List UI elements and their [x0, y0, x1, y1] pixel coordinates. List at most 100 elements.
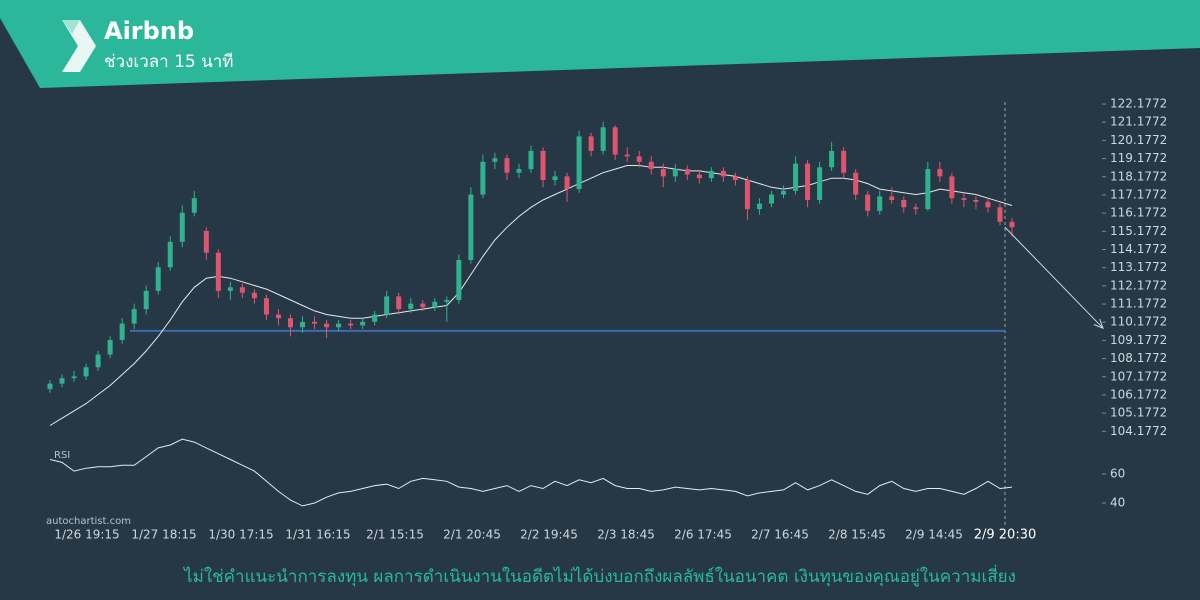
y-tick-label: 114.1772	[1110, 242, 1167, 256]
candle-body	[312, 321, 318, 324]
candle-body	[901, 200, 907, 208]
candle-body	[781, 190, 787, 195]
candle-body	[384, 296, 390, 315]
candle-body	[805, 163, 811, 200]
candle-body	[300, 321, 306, 328]
x-tick-label: 2/3 18:45	[597, 528, 655, 542]
candle-body	[71, 376, 77, 379]
candle-body	[504, 158, 510, 173]
candle-body	[83, 367, 89, 377]
candle-body	[47, 383, 53, 390]
x-tick-label: 2/2 19:45	[520, 528, 578, 542]
x-tick-label: 2/6 17:45	[674, 528, 732, 542]
candle-body	[672, 169, 678, 177]
y-tick-label: 108.1772	[1110, 351, 1167, 365]
candle-body	[275, 314, 281, 319]
candle-body	[961, 198, 967, 200]
candle-body	[696, 174, 702, 179]
y-tick-label: 121.1772	[1110, 115, 1167, 129]
watermark: autochartist.com	[46, 516, 131, 527]
candle-body	[456, 260, 462, 300]
candle-body	[600, 127, 606, 151]
chart-subtitle: ช่วงเวลา 15 นาที	[104, 52, 234, 72]
candle-body	[263, 298, 269, 315]
rsi-tick-label: 40	[1110, 496, 1125, 510]
rsi-label: RSI	[54, 450, 70, 461]
candle-body	[769, 194, 774, 204]
candle-body	[95, 354, 101, 368]
candle-body	[985, 201, 991, 208]
y-tick-label: 111.1772	[1110, 297, 1167, 311]
candle-body	[648, 161, 654, 170]
candle-body	[949, 176, 955, 199]
candle-body	[889, 196, 895, 200]
candle-body	[227, 287, 233, 291]
candle-body	[973, 200, 979, 202]
y-tick-label: 107.1772	[1110, 369, 1167, 383]
candle-body	[396, 296, 402, 310]
candle-body	[817, 167, 823, 200]
candle-body	[516, 169, 522, 173]
candle-body	[432, 301, 438, 308]
candle-body	[215, 252, 221, 291]
candle-body	[143, 290, 149, 310]
candle-body	[552, 176, 558, 180]
x-tick-label: 2/1 15:15	[366, 528, 424, 542]
candle-body	[179, 212, 185, 242]
y-tick-label: 119.1772	[1110, 151, 1167, 165]
candle-body	[636, 156, 642, 162]
disclaimer: ไม่ใช่คำแนะนำการลงทุน ผลการดำเนินงานในอด…	[182, 564, 1016, 587]
rsi-line	[49, 438, 1013, 507]
candle-body	[360, 321, 366, 326]
candle-body	[348, 323, 354, 326]
candle-body	[420, 303, 426, 308]
x-tick-label: 1/30 17:15	[208, 528, 273, 542]
y-tick-label: 112.1772	[1110, 278, 1167, 292]
y-tick-label: 106.1772	[1110, 387, 1167, 401]
candle-body	[131, 309, 137, 324]
y-tick-label: 116.1772	[1110, 206, 1167, 220]
candle-body	[59, 378, 65, 384]
candle-body	[732, 176, 738, 180]
candle-body	[925, 169, 931, 210]
x-tick-label: 2/7 16:45	[751, 528, 809, 542]
candle-body	[191, 198, 197, 213]
candle-body	[480, 161, 486, 195]
y-tick-label: 113.1772	[1110, 260, 1167, 274]
candle-body	[624, 154, 630, 157]
logo-accent	[62, 20, 80, 34]
y-tick-label: 110.1772	[1110, 315, 1167, 329]
candle-body	[239, 287, 245, 293]
candle-body	[997, 207, 1003, 222]
candle-body	[107, 340, 113, 355]
candle-body	[744, 180, 750, 210]
candle-body	[408, 303, 414, 310]
candle-body	[913, 207, 919, 210]
candle-body	[793, 163, 799, 191]
current-time-label: 2/9 20:30	[974, 528, 1037, 543]
x-tick-label: 2/1 20:45	[443, 528, 501, 542]
candle-body	[155, 267, 161, 291]
candle-body	[336, 323, 342, 328]
y-tick-label: 122.1772	[1110, 97, 1167, 111]
candle-body	[203, 230, 209, 253]
candle-body	[576, 136, 582, 190]
candle-body	[865, 194, 871, 211]
candle-body	[167, 241, 173, 268]
candle-body	[684, 169, 690, 175]
x-tick-label: 2/9 14:45	[905, 528, 963, 542]
y-tick-label: 118.1772	[1110, 169, 1167, 183]
candle-body	[708, 170, 714, 179]
candle-body	[756, 203, 762, 210]
candle-body	[251, 292, 257, 299]
candle-body	[1009, 221, 1015, 228]
candle-body	[877, 196, 883, 211]
chart-title: Airbnb	[104, 17, 194, 45]
candle-body	[288, 318, 293, 328]
candle-body	[324, 323, 330, 328]
candle-body	[492, 158, 498, 162]
candle-body	[612, 127, 618, 155]
forecast-arrow	[1004, 226, 1103, 328]
